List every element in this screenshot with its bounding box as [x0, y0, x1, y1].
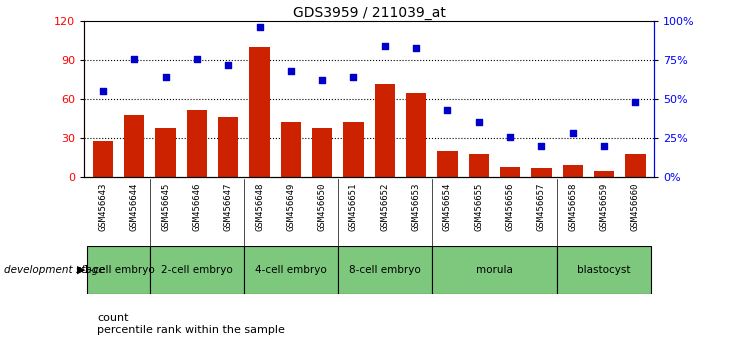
Bar [338, 246, 432, 294]
Bar [244, 246, 338, 294]
Bar [93, 141, 113, 177]
Bar [469, 154, 489, 177]
Point [379, 43, 390, 49]
Point [254, 25, 265, 30]
Text: GSM456646: GSM456646 [192, 182, 201, 230]
Bar [124, 115, 145, 177]
Bar [344, 122, 363, 177]
Bar [155, 128, 175, 177]
Bar [432, 246, 557, 294]
Bar [150, 246, 244, 294]
Bar [500, 167, 520, 177]
Bar [375, 84, 395, 177]
Bar [594, 171, 614, 177]
Point [629, 99, 641, 105]
Text: GSM456655: GSM456655 [474, 182, 483, 230]
Text: count: count [97, 313, 129, 322]
Point [442, 107, 453, 113]
Text: ▶: ▶ [77, 265, 86, 275]
Text: 1-cell embryo: 1-cell embryo [83, 265, 154, 275]
Text: GSM456660: GSM456660 [631, 182, 640, 230]
Text: percentile rank within the sample: percentile rank within the sample [97, 325, 285, 335]
Text: GSM456645: GSM456645 [161, 182, 170, 230]
Text: GSM456650: GSM456650 [318, 182, 327, 230]
Point [191, 56, 202, 62]
Text: GSM456648: GSM456648 [255, 182, 264, 230]
Text: GSM456644: GSM456644 [129, 182, 139, 230]
Bar [312, 128, 333, 177]
Text: GSM456658: GSM456658 [568, 182, 577, 230]
Text: 2-cell embryo: 2-cell embryo [161, 265, 232, 275]
Point [473, 120, 485, 125]
Text: 4-cell embryo: 4-cell embryo [255, 265, 327, 275]
Title: GDS3959 / 211039_at: GDS3959 / 211039_at [292, 6, 446, 20]
Text: 8-cell embryo: 8-cell embryo [349, 265, 421, 275]
Point [504, 134, 516, 139]
Bar [557, 246, 651, 294]
Text: morula: morula [476, 265, 513, 275]
Text: GSM456649: GSM456649 [287, 182, 295, 230]
Text: GSM456647: GSM456647 [224, 182, 232, 230]
Point [129, 56, 140, 62]
Text: GSM456653: GSM456653 [412, 182, 420, 230]
Text: GSM456651: GSM456651 [349, 182, 358, 230]
Bar [563, 165, 583, 177]
Point [598, 143, 610, 149]
Point [97, 88, 109, 94]
Text: GSM456659: GSM456659 [599, 182, 609, 230]
Point [159, 74, 171, 80]
Point [567, 131, 579, 136]
Bar [218, 117, 238, 177]
Bar [437, 151, 458, 177]
Point [410, 45, 422, 51]
Point [536, 143, 548, 149]
Text: GSM456643: GSM456643 [99, 182, 107, 230]
Bar [186, 109, 207, 177]
Text: blastocyst: blastocyst [577, 265, 631, 275]
Bar [531, 168, 552, 177]
Text: GSM456652: GSM456652 [380, 182, 390, 230]
Text: GSM456657: GSM456657 [537, 182, 546, 230]
Text: GSM456654: GSM456654 [443, 182, 452, 230]
Bar [249, 47, 270, 177]
Point [285, 68, 297, 74]
Bar [406, 93, 426, 177]
Bar [87, 246, 150, 294]
Point [348, 74, 360, 80]
Point [317, 78, 328, 83]
Bar [281, 122, 301, 177]
Bar [625, 154, 645, 177]
Text: GSM456656: GSM456656 [506, 182, 515, 230]
Text: development stage: development stage [4, 265, 105, 275]
Point [222, 62, 234, 68]
